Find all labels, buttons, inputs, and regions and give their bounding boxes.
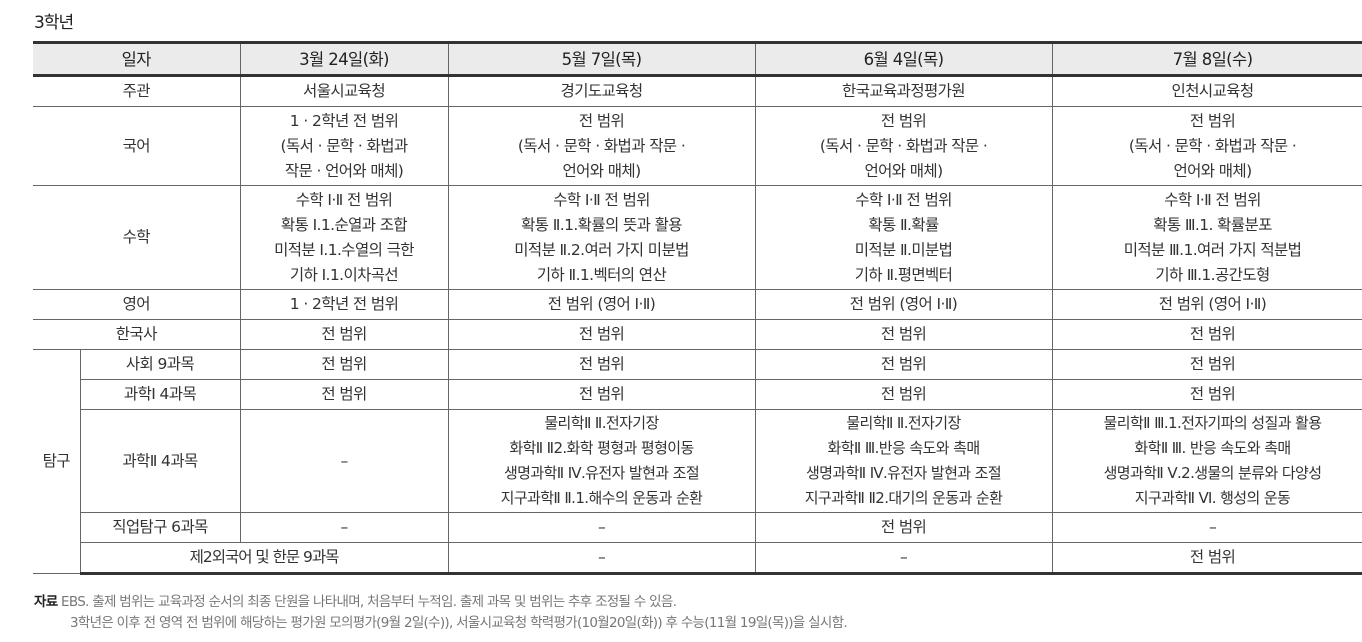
header-col-2: 5월 7일(목) <box>447 41 756 77</box>
row-label: 사회 9과목 <box>79 349 241 380</box>
cell: 전 범위 (독서 · 문학 · 화법과 작문 · 언어와 매체) <box>754 106 1053 186</box>
cell: 1 · 2학년 전 범위 (독서 · 문학 · 화법과 작문 · 언어와 매체) <box>239 106 449 186</box>
cell: 전 범위 (영어 Ⅰ·Ⅱ) <box>447 289 756 320</box>
cell: 전 범위 (영어 Ⅰ·Ⅱ) <box>1051 289 1362 320</box>
footnote-text-1: EBS. 출제 범위는 교육과정 순서의 최종 단원을 나타내며, 처음부터 누… <box>61 594 677 610</box>
exam-scope-table: 일자 3월 24일(화) 5월 7일(목) 6월 4일(목) 7월 8일(수) … <box>33 41 1362 575</box>
cell: 전 범위 <box>1051 349 1362 380</box>
cell: – <box>239 512 449 543</box>
header-date: 일자 <box>33 41 241 77</box>
cell: 물리학Ⅱ Ⅱ.전자기장 화학Ⅱ Ⅱ2.화학 평형과 평형이동 생명과학Ⅱ Ⅳ.유… <box>447 409 756 513</box>
cell: 전 범위 (독서 · 문학 · 화법과 작문 · 언어와 매체) <box>447 106 756 186</box>
source-label: 자료 <box>34 594 58 610</box>
row-science2: 과학Ⅱ 4과목 – 물리학Ⅱ Ⅱ.전자기장 화학Ⅱ Ⅱ2.화학 평형과 평형이동… <box>33 409 1362 513</box>
cell: 전 범위 <box>447 319 756 350</box>
cell: – <box>1051 512 1362 543</box>
row-english: 영어 1 · 2학년 전 범위 전 범위 (영어 Ⅰ·Ⅱ) 전 범위 (영어 Ⅰ… <box>33 289 1362 320</box>
row-science1: 과학Ⅰ 4과목 전 범위 전 범위 전 범위 전 범위 <box>33 379 1362 410</box>
row-label: 과학Ⅰ 4과목 <box>80 379 241 410</box>
cell: 경기도교육청 <box>447 75 756 107</box>
cell: 수학 Ⅰ·Ⅱ 전 범위 확통 Ⅱ.1.확률의 뜻과 활용 미적분 Ⅱ.2.여러 … <box>447 185 756 290</box>
row-label: 제2외국어 및 한문 9과목 <box>80 542 449 575</box>
cell: 수학 Ⅰ·Ⅱ 전 범위 확통 Ⅲ.1. 확률분포 미적분 Ⅲ.1.여러 가지 적… <box>1051 185 1362 290</box>
cell: 수학 Ⅰ·Ⅱ 전 범위 확통 Ⅱ.확률 미적분 Ⅱ.미분법 기하 Ⅱ.평면벡터 <box>754 185 1053 290</box>
row-label: 과학Ⅱ 4과목 <box>80 409 241 513</box>
cell: 전 범위 (영어 Ⅰ·Ⅱ) <box>754 289 1053 320</box>
footnote-line-2: 3학년은 이후 전 영역 전 범위에 해당하는 평가원 모의평가(9월 2일(수… <box>70 615 848 631</box>
row-host: 주관 서울시교육청 경기도교육청 한국교육과정평가원 인천시교육청 <box>33 75 1362 107</box>
header-col-1: 3월 24일(화) <box>239 41 449 77</box>
row-label: 수학 <box>33 185 241 290</box>
row-korean: 국어 1 · 2학년 전 범위 (독서 · 문학 · 화법과 작문 · 언어와 … <box>33 106 1362 186</box>
cell: – <box>447 542 756 575</box>
cell: 전 범위 <box>239 349 449 380</box>
row-label: 주관 <box>33 75 241 107</box>
cell: 전 범위 <box>447 349 756 380</box>
cell: 전 범위 (독서 · 문학 · 화법과 작문 · 언어와 매체) <box>1051 106 1362 186</box>
cell: – <box>754 542 1053 575</box>
section-title: 3학년 <box>34 13 74 33</box>
cell: 전 범위 <box>1051 379 1362 410</box>
row-label: 직업탐구 6과목 <box>80 512 241 543</box>
cell: 물리학Ⅱ Ⅲ.1.전자기파의 성질과 활용 화학Ⅱ Ⅲ. 반응 속도와 촉매 생… <box>1051 409 1362 513</box>
cell: 1 · 2학년 전 범위 <box>239 289 449 320</box>
cell: 인천시교육청 <box>1051 75 1362 107</box>
header-col-3: 6월 4일(목) <box>754 41 1053 77</box>
row-math: 수학 수학 Ⅰ·Ⅱ 전 범위 확통 Ⅰ.1.순열과 조합 미적분 Ⅰ.1.수열의… <box>33 185 1362 290</box>
cell: 전 범위 <box>1051 542 1362 575</box>
cell: 물리학Ⅱ Ⅱ.전자기장 화학Ⅱ Ⅲ.반응 속도와 촉매 생명과학Ⅱ Ⅳ.유전자 … <box>754 409 1053 513</box>
row-vocational: 직업탐구 6과목 – – 전 범위 – <box>33 512 1362 543</box>
row-history: 한국사 전 범위 전 범위 전 범위 전 범위 <box>33 319 1362 350</box>
cell: 전 범위 <box>754 349 1053 380</box>
inquiry-group-label: 탐구 <box>33 349 81 574</box>
cell: 전 범위 <box>754 512 1053 543</box>
header-col-4: 7월 8일(수) <box>1051 41 1362 77</box>
row-social: 탐구 사회 9과목 전 범위 전 범위 전 범위 전 범위 <box>33 349 1362 574</box>
row-label: 한국사 <box>33 319 241 350</box>
cell: 전 범위 <box>447 379 756 410</box>
row-label: 영어 <box>33 289 241 320</box>
cell: 전 범위 <box>1051 319 1362 350</box>
cell: 한국교육과정평가원 <box>754 75 1053 107</box>
cell: 전 범위 <box>754 379 1053 410</box>
footnote-line-1: 자료 EBS. 출제 범위는 교육과정 순서의 최종 단원을 나타내며, 처음부… <box>34 590 677 610</box>
header-row: 일자 3월 24일(화) 5월 7일(목) 6월 4일(목) 7월 8일(수) <box>33 41 1362 77</box>
cell: 수학 Ⅰ·Ⅱ 전 범위 확통 Ⅰ.1.순열과 조합 미적분 Ⅰ.1.수열의 극한… <box>239 185 449 290</box>
row-foreign-language: 제2외국어 및 한문 9과목 – – 전 범위 – <box>33 542 1362 575</box>
row-label: 국어 <box>33 106 241 186</box>
cell: 전 범위 <box>754 319 1053 350</box>
cell: – <box>447 512 756 543</box>
cell: 서울시교육청 <box>239 75 449 107</box>
cell: 전 범위 <box>239 379 449 410</box>
cell: 전 범위 <box>239 319 449 350</box>
cell: – <box>239 409 449 513</box>
